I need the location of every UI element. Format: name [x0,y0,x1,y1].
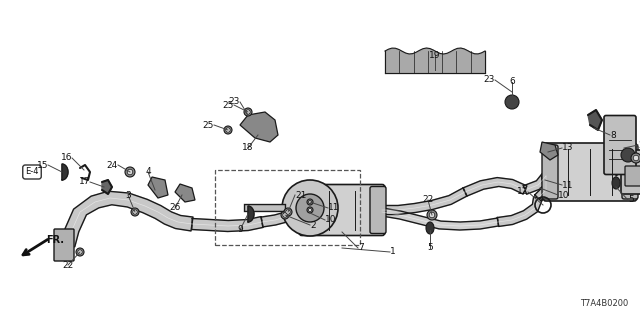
Circle shape [76,248,84,256]
Polygon shape [102,180,112,194]
Polygon shape [497,197,542,227]
Circle shape [307,199,313,205]
Text: E-4: E-4 [25,167,39,177]
Text: 18: 18 [243,143,253,153]
Text: 10: 10 [325,215,337,225]
Circle shape [427,210,437,220]
Text: 8: 8 [610,131,616,140]
Circle shape [621,148,635,162]
Text: 5: 5 [427,244,433,252]
Polygon shape [588,110,602,130]
Text: 23: 23 [228,98,240,107]
Circle shape [284,208,292,216]
Text: 15: 15 [36,161,48,170]
FancyBboxPatch shape [298,187,314,234]
Polygon shape [524,173,549,194]
Text: 1: 1 [390,247,396,257]
Polygon shape [248,206,254,222]
FancyBboxPatch shape [370,187,386,234]
Circle shape [246,110,250,114]
Text: 20: 20 [638,140,640,149]
Text: 16: 16 [61,154,72,163]
Circle shape [307,207,313,213]
Text: 25: 25 [203,121,214,130]
Polygon shape [62,164,68,180]
Circle shape [244,108,252,116]
Ellipse shape [426,222,434,234]
Circle shape [296,194,324,222]
Polygon shape [261,207,303,227]
Text: 24: 24 [107,161,118,170]
Circle shape [133,210,137,214]
Circle shape [505,95,519,109]
Circle shape [78,250,82,254]
Text: 5: 5 [628,196,634,204]
Circle shape [308,200,312,204]
FancyBboxPatch shape [542,145,558,199]
FancyBboxPatch shape [625,166,640,186]
Polygon shape [192,217,263,231]
Text: 19: 19 [429,51,441,60]
Text: 26: 26 [170,204,180,212]
Text: 11: 11 [328,204,339,212]
FancyBboxPatch shape [299,185,385,236]
FancyBboxPatch shape [54,229,74,261]
Circle shape [224,126,232,134]
Text: 22: 22 [62,260,74,269]
Circle shape [127,169,132,175]
Text: 21: 21 [295,190,307,199]
Polygon shape [148,177,168,198]
Polygon shape [540,142,558,160]
Bar [215,170,360,245]
Circle shape [283,213,287,217]
Circle shape [286,210,290,214]
Text: 22: 22 [422,196,434,204]
Polygon shape [382,188,467,214]
Text: T7A4B0200: T7A4B0200 [580,299,628,308]
Polygon shape [463,178,527,196]
Text: 10: 10 [558,190,570,199]
Polygon shape [616,168,625,176]
Text: 17: 17 [79,178,90,187]
Text: 7: 7 [358,244,364,252]
Circle shape [429,212,435,218]
Circle shape [226,128,230,132]
Circle shape [131,208,139,216]
Polygon shape [535,176,550,201]
Text: 2: 2 [310,220,316,229]
Circle shape [633,155,639,161]
FancyBboxPatch shape [622,145,638,199]
Polygon shape [381,208,499,230]
Circle shape [281,211,289,219]
FancyBboxPatch shape [621,150,640,194]
FancyBboxPatch shape [543,143,637,201]
Circle shape [282,180,338,236]
Polygon shape [175,184,195,202]
Polygon shape [240,112,278,142]
Text: 6: 6 [509,77,515,86]
FancyBboxPatch shape [604,116,636,174]
Text: FR.: FR. [46,235,64,245]
Circle shape [631,153,640,163]
Text: 11: 11 [562,180,573,189]
Text: 3: 3 [125,190,131,199]
Text: 25: 25 [223,100,234,109]
Circle shape [308,208,312,212]
Ellipse shape [612,177,620,189]
Text: 9: 9 [237,226,243,235]
Text: 4: 4 [145,167,151,177]
Polygon shape [61,191,193,247]
Circle shape [125,167,135,177]
Text: 13: 13 [562,143,573,153]
Text: 23: 23 [484,76,495,84]
Text: 12: 12 [516,188,528,196]
